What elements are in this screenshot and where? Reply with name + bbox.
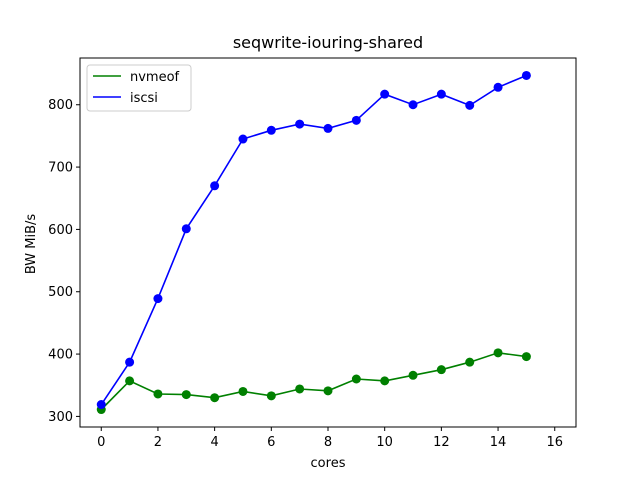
y-tick-label: 300 <box>48 410 73 425</box>
y-tick-label: 600 <box>48 223 73 238</box>
data-point-nvmeof <box>210 393 220 403</box>
x-tick-label: 16 <box>546 435 563 450</box>
data-point-iscsi <box>181 224 191 234</box>
legend-label-nvmeof: nvmeof <box>130 70 180 85</box>
x-tick-label: 12 <box>433 435 450 450</box>
data-point-nvmeof <box>436 365 446 375</box>
series-line-nvmeof <box>100 351 527 411</box>
x-axis-label: cores <box>311 456 346 471</box>
plot-series <box>96 70 531 415</box>
y-tick-label: 800 <box>48 98 73 113</box>
y-axis-label: BW MiB/s <box>24 214 39 275</box>
x-tick-label: 14 <box>490 435 507 450</box>
data-point-nvmeof <box>238 386 248 396</box>
legend-label-iscsi: iscsi <box>130 91 158 106</box>
data-point-nvmeof <box>351 374 361 384</box>
data-point-iscsi <box>436 89 446 99</box>
data-point-iscsi <box>238 134 248 144</box>
plot-frame <box>79 57 577 428</box>
data-point-iscsi <box>351 115 361 125</box>
x-axis: 0 2 4 6 8 10 12 14 16 <box>97 427 563 450</box>
data-point-iscsi <box>125 357 135 367</box>
data-point-nvmeof <box>493 348 503 358</box>
data-point-nvmeof <box>181 390 191 400</box>
data-point-nvmeof <box>125 376 135 386</box>
data-point-iscsi <box>295 119 305 129</box>
data-point-iscsi <box>493 82 503 92</box>
data-point-nvmeof <box>295 384 305 394</box>
data-point-nvmeof <box>153 389 163 399</box>
data-point-iscsi <box>408 100 418 110</box>
data-point-nvmeof <box>521 352 531 362</box>
y-tick-label: 400 <box>48 348 73 363</box>
legend: nvmeof iscsi <box>86 64 192 112</box>
data-point-iscsi <box>96 400 106 410</box>
x-tick-label: 4 <box>210 435 218 450</box>
chart-title: seqwrite-iouring-shared <box>233 33 423 52</box>
data-point-iscsi <box>465 100 475 110</box>
x-tick-label: 0 <box>97 435 105 450</box>
data-point-iscsi <box>266 125 276 135</box>
x-tick-label: 8 <box>324 435 332 450</box>
data-point-nvmeof <box>408 370 418 380</box>
series-line-iscsi <box>100 74 527 406</box>
data-point-nvmeof <box>266 391 276 401</box>
y-tick-label: 700 <box>48 161 73 176</box>
data-point-nvmeof <box>323 386 333 396</box>
data-point-iscsi <box>210 181 220 191</box>
data-point-nvmeof <box>465 357 475 367</box>
x-tick-label: 10 <box>376 435 393 450</box>
data-point-nvmeof <box>380 376 390 386</box>
data-point-iscsi <box>380 89 390 99</box>
x-tick-label: 2 <box>154 435 162 450</box>
data-point-iscsi <box>521 70 531 80</box>
series-iscsi <box>96 70 531 410</box>
y-axis: 300 400 500 600 700 800 <box>48 98 80 425</box>
y-tick-label: 500 <box>48 285 73 300</box>
x-tick-label: 6 <box>267 435 275 450</box>
data-point-iscsi <box>153 294 163 304</box>
data-point-iscsi <box>323 123 333 133</box>
